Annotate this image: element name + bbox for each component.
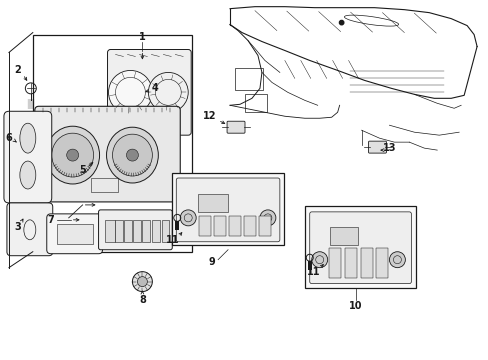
Bar [329, 227, 357, 245]
FancyBboxPatch shape [47, 214, 102, 254]
FancyBboxPatch shape [107, 50, 191, 135]
Text: 7: 7 [47, 215, 54, 225]
FancyBboxPatch shape [35, 106, 180, 202]
Bar [376, 248, 387, 278]
Text: 6: 6 [5, 133, 12, 143]
Circle shape [126, 149, 138, 161]
Ellipse shape [20, 123, 36, 153]
Bar [199, 216, 211, 236]
Ellipse shape [52, 133, 93, 177]
Bar [172, 173, 283, 245]
Ellipse shape [46, 126, 100, 184]
Bar [162, 220, 169, 242]
FancyBboxPatch shape [4, 111, 52, 203]
Circle shape [180, 210, 196, 226]
Circle shape [132, 272, 152, 292]
Bar [175, 221, 179, 230]
Text: 1: 1 [139, 32, 145, 41]
Text: 11: 11 [306, 267, 320, 276]
Bar [344, 248, 356, 278]
FancyBboxPatch shape [368, 141, 386, 153]
Bar [33, 35, 192, 252]
Bar [360, 248, 372, 278]
Bar [115, 220, 123, 242]
Circle shape [388, 252, 405, 268]
Bar [152, 220, 160, 242]
Bar [104, 220, 114, 242]
Text: 2: 2 [15, 66, 21, 76]
Bar [228, 216, 241, 236]
FancyBboxPatch shape [7, 203, 53, 256]
Text: 11: 11 [165, 235, 179, 245]
Bar [307, 261, 311, 270]
Text: 9: 9 [208, 257, 215, 267]
Bar [124, 220, 132, 242]
Bar [259, 216, 270, 236]
Bar [244, 216, 255, 236]
Circle shape [339, 21, 343, 25]
Bar [328, 248, 340, 278]
FancyBboxPatch shape [226, 121, 244, 133]
Circle shape [108, 71, 152, 114]
Text: 10: 10 [348, 301, 362, 311]
Circle shape [260, 210, 275, 226]
Circle shape [311, 252, 327, 268]
FancyBboxPatch shape [99, 210, 172, 250]
Circle shape [148, 72, 188, 112]
Bar [244, 94, 266, 112]
Text: 13: 13 [382, 143, 395, 153]
FancyBboxPatch shape [309, 212, 410, 284]
Ellipse shape [112, 134, 152, 176]
Circle shape [66, 149, 79, 161]
Text: 8: 8 [139, 294, 145, 305]
Bar [214, 216, 225, 236]
Circle shape [137, 276, 147, 287]
Bar [90, 178, 118, 192]
Bar [57, 224, 92, 244]
Bar [235, 68, 263, 90]
Bar [198, 194, 227, 212]
FancyBboxPatch shape [176, 178, 279, 242]
Bar [133, 220, 141, 242]
Ellipse shape [20, 161, 36, 189]
Text: 4: 4 [152, 84, 159, 93]
Bar [304, 206, 415, 288]
Ellipse shape [106, 127, 158, 183]
Bar [142, 220, 150, 242]
Text: 3: 3 [15, 222, 21, 232]
Text: 5: 5 [79, 165, 86, 175]
Text: 12: 12 [203, 111, 217, 121]
